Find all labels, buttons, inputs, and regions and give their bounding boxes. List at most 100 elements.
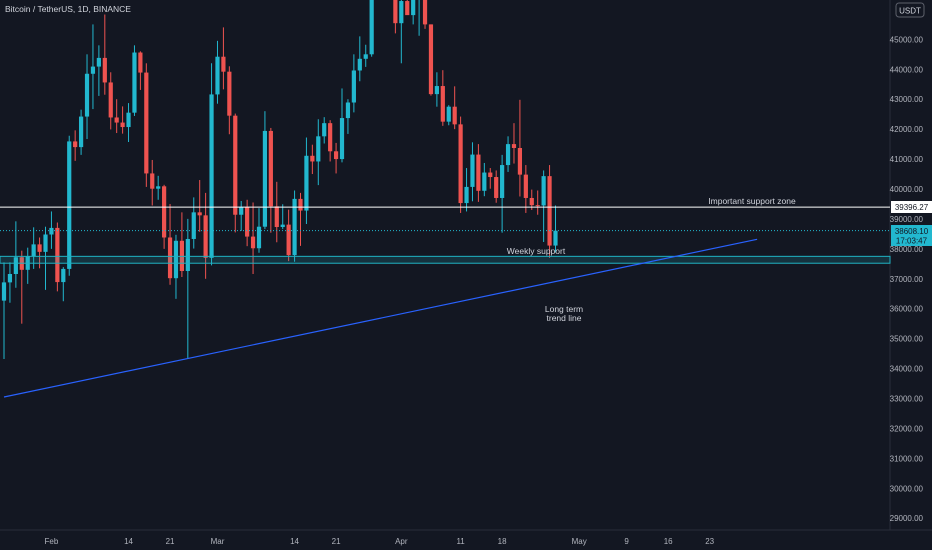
candle — [173, 234, 179, 299]
candle-body — [452, 106, 457, 125]
price-tick-label: 36000.00 — [890, 305, 924, 314]
candle — [511, 123, 517, 164]
candle-body — [286, 224, 291, 256]
candle — [547, 165, 552, 258]
candle — [197, 180, 202, 232]
candle-body — [304, 155, 309, 211]
candle — [1, 262, 7, 360]
price-axis[interactable]: 45000.00 44000.00 43000.00 42000.00 41000.00… — [890, 35, 924, 523]
candle — [132, 45, 137, 116]
candle — [345, 99, 351, 134]
trendline-text-line1: Long term — [545, 304, 583, 314]
currency-label: USDT — [899, 7, 921, 16]
price-tick-label: 31000.00 — [890, 454, 924, 463]
candle-body — [49, 227, 54, 235]
candle — [167, 203, 173, 285]
candle — [156, 175, 161, 200]
candle-body — [511, 144, 517, 148]
candle — [84, 54, 90, 140]
time-axis[interactable]: Feb 14 21 Mar 14 21 Apr 11 18 May 9 16 23 — [45, 537, 715, 546]
candle-body — [363, 54, 368, 59]
candle-body — [310, 155, 315, 162]
candle-body — [529, 197, 534, 206]
price-tick-label: 39000.00 — [890, 215, 924, 224]
candle-body — [411, 0, 416, 16]
candle — [108, 72, 113, 130]
candle — [434, 72, 439, 107]
candle — [49, 211, 54, 249]
candle — [500, 154, 505, 233]
candle — [523, 165, 528, 213]
price-tick-label: 33000.00 — [890, 395, 924, 404]
candle-body — [517, 147, 523, 175]
candle — [541, 170, 546, 242]
candle-body — [138, 52, 143, 73]
candle-body — [494, 177, 499, 198]
candle — [185, 218, 190, 360]
candle — [328, 120, 333, 162]
candle — [458, 116, 463, 213]
time-tick-label: 11 — [456, 537, 465, 546]
candle — [351, 54, 356, 113]
candle-body — [333, 151, 339, 160]
candle-body — [399, 1, 404, 24]
candle-body — [185, 238, 190, 272]
candle-body — [221, 56, 226, 72]
candle-body — [541, 176, 546, 206]
last-price-label: 38608.10 — [895, 227, 929, 236]
candle-body — [250, 236, 256, 249]
weekly-support-zone[interactable] — [0, 255, 891, 264]
time-tick-label: Mar — [211, 537, 225, 546]
candle — [43, 226, 48, 290]
candle — [333, 142, 339, 174]
candle — [150, 159, 155, 206]
candle — [399, 0, 404, 64]
candle — [476, 144, 481, 202]
candle-body — [43, 234, 48, 252]
candle-body — [96, 57, 101, 67]
symbol-title: Bitcoin / TetherUS, 1D, BINANCE — [5, 4, 131, 14]
candle — [13, 221, 18, 288]
candle-body — [144, 72, 149, 174]
candle — [363, 44, 368, 67]
candle — [452, 86, 457, 130]
candle-body — [458, 124, 463, 204]
candle-body — [156, 186, 161, 189]
countdown-label: 17:03:47 — [896, 237, 928, 246]
time-tick-label: 21 — [332, 537, 341, 546]
level-price-label: 39396.27 — [895, 203, 929, 212]
candle-body — [405, 1, 410, 16]
candle-body — [523, 174, 528, 198]
time-tick-label: 23 — [705, 537, 714, 546]
drawings-layer — [0, 206, 891, 398]
candle — [322, 117, 327, 144]
candle-body — [1, 282, 7, 301]
candle — [78, 109, 84, 155]
candle — [162, 184, 167, 249]
candle-body — [274, 206, 279, 228]
long-term-trendline[interactable] — [3, 238, 758, 398]
time-tick-label: 9 — [624, 537, 629, 546]
price-tick-label: 29000.00 — [890, 514, 924, 523]
candle-body — [120, 122, 125, 128]
price-tick-label: 32000.00 — [890, 424, 924, 433]
candle — [292, 190, 297, 262]
candle-body — [173, 240, 179, 279]
candle — [494, 170, 499, 203]
candle-body — [239, 206, 244, 215]
candle — [280, 204, 285, 230]
candle — [221, 27, 226, 90]
candle-body — [31, 244, 36, 257]
candle — [233, 113, 238, 233]
candle — [488, 168, 493, 189]
candle-body — [73, 141, 78, 148]
candle — [250, 202, 256, 275]
candle-body — [67, 141, 72, 269]
candle-body — [357, 58, 362, 71]
candle — [31, 227, 36, 269]
candle — [114, 99, 119, 134]
currency-badge[interactable]: USDT — [895, 2, 925, 18]
candle-body — [547, 176, 552, 246]
candle-body — [197, 212, 202, 216]
